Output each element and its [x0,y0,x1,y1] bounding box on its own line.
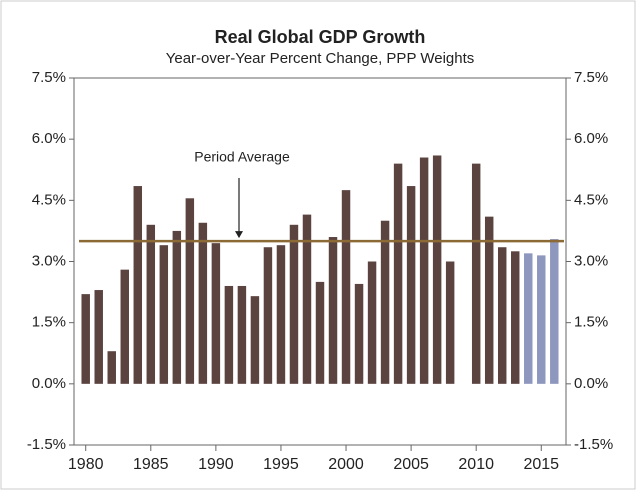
bar [302,214,312,384]
x-tick-label: 2010 [458,456,494,473]
x-tick-label: 1990 [198,456,234,473]
bar [354,283,364,384]
y-tick-label: 0.0% [32,375,66,392]
y-tick-label: -1.5% [27,436,66,453]
x-tick-label: 1995 [263,456,299,473]
y2-tick-label: 0.0% [574,375,608,392]
y2-tick-label: 3.0% [574,252,608,269]
bar [289,224,299,384]
bar [511,251,520,384]
bar [393,163,403,384]
bar [94,290,103,384]
bar [224,285,234,384]
y-tick-label: 4.5% [32,191,66,208]
bar [276,245,286,384]
y2-tick-label: -1.5% [574,436,613,453]
bar [537,255,546,384]
bar [81,294,90,384]
x-tick-label: 2015 [523,456,559,473]
x-tick-label: 1985 [133,456,169,473]
x-tick-label: 2005 [393,456,429,473]
bar [211,243,221,384]
chart-title: Real Global GDP Growth [215,27,426,47]
bar [328,237,338,384]
chart-subtitle: Year-over-Year Percent Change, PPP Weigh… [166,50,475,67]
bar [497,247,507,384]
x-tick-label: 2000 [328,456,364,473]
bar [471,163,481,384]
annotation: Period Average [194,149,290,165]
arrow-head [235,231,243,239]
y2-tick-label: 7.5% [574,69,608,86]
bar [406,186,416,384]
y2-tick-label: 1.5% [574,314,608,331]
bar [198,222,208,384]
bar [107,351,116,384]
bar [185,198,195,384]
bar [484,216,494,384]
bar [237,285,247,384]
bar [263,247,273,384]
y-tick-label: 3.0% [32,252,66,269]
bar [146,224,156,384]
bar [550,239,559,384]
bar [380,220,390,384]
y-tick-label: 7.5% [32,69,66,86]
bar [445,261,455,384]
y-tick-label: 1.5% [32,314,66,331]
bar [367,261,377,384]
bar [133,186,143,384]
bar [250,296,260,384]
y2-tick-label: 6.0% [574,130,608,147]
x-tick-label: 1980 [68,456,104,473]
y2-tick-label: 4.5% [574,191,608,208]
bar [524,253,533,384]
bar [315,281,325,384]
bar [120,269,129,384]
bar [341,190,351,384]
y-tick-label: 6.0% [32,130,66,147]
bar [172,230,182,384]
bar [159,245,169,384]
bar [419,157,429,384]
bar [432,155,442,384]
